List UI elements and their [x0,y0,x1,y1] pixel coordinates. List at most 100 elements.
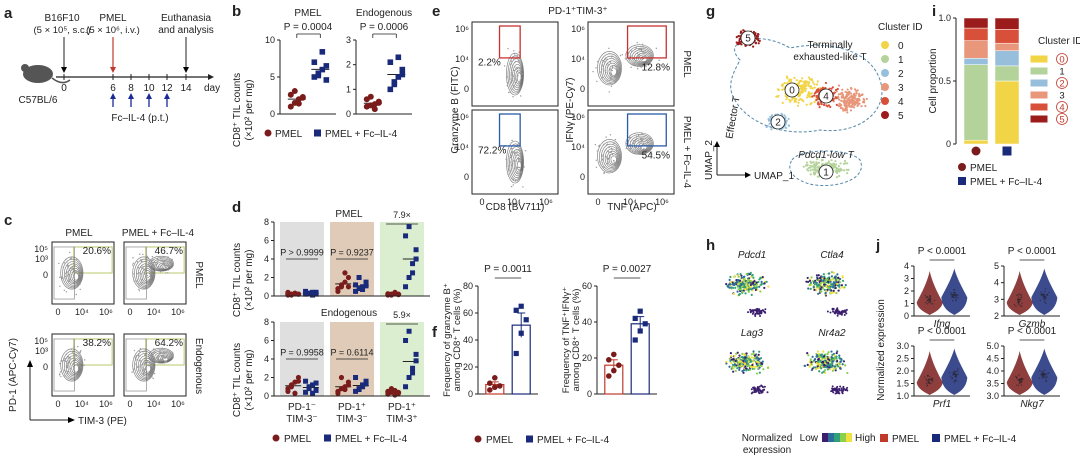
g-cell [803,87,806,90]
e-xtick: 10⁶ [655,197,669,207]
d-point [403,338,409,343]
g-cell [789,100,792,103]
g-cell [815,161,818,164]
e-contour-event [518,71,521,73]
d-point [338,374,345,381]
g-cell [811,79,814,82]
e-contour-event [614,64,616,67]
e-contour-event [598,144,601,147]
h-cell [808,284,811,287]
c-contour-event [170,262,173,265]
b-pmel-point [299,94,306,101]
g-cell [833,164,836,168]
e-contour-event [606,157,608,159]
c-contour-event [141,367,143,369]
c-contour [143,362,152,374]
h-cell [733,365,737,368]
d-yticklabel: 6 [264,336,269,346]
j-yticklabel: 3 [904,274,909,284]
h-cell [753,286,757,289]
f-point [513,307,519,313]
h-scale-low: Low [800,433,819,444]
c-contour-event [69,367,71,370]
h-cell [737,288,740,291]
e-contour-event [603,61,605,63]
g-cell [809,173,812,176]
e-contour-event [514,160,516,162]
g-cell [845,106,849,109]
c-contour-event [131,371,133,373]
e-contour-event [520,172,522,174]
g-cell [815,164,818,167]
h-cell [736,278,740,282]
c-contour-event [73,353,75,355]
f-point [487,387,493,393]
c-contour-event [148,361,150,364]
g-cell [795,97,798,101]
b-ylabel2: (×10² per mg) [244,80,255,141]
g-cell [813,83,816,86]
e-contour-event [615,65,618,68]
e-contour-event [608,154,611,157]
h-cell [752,360,755,363]
j-point [1043,369,1046,371]
e-contour-event [634,64,637,67]
e-contour-event [511,139,513,142]
c-contour-event [140,273,142,275]
panel-letter-b: b [232,3,241,20]
h-cell [811,355,814,358]
j-point [1046,293,1048,296]
g-cell [805,164,808,167]
c-contour-event [138,288,140,291]
h-scale-bar [834,433,840,442]
i-legend-label: 3 [1059,91,1064,102]
j-pvalue: P < 0.0001 [1008,326,1057,337]
d-annotation: P = 0.9237 [330,247,374,257]
e-contour-event [624,58,627,60]
e-contour-event [603,172,605,175]
e-contour-event [524,150,527,152]
b-pmel-point [287,91,294,98]
g-label-effector: Effector T [724,95,742,139]
h-cell [831,291,834,294]
e-contour-event [601,154,603,156]
pmel-label: PMEL [99,13,127,24]
h-cell [732,367,735,370]
c-contour-event [153,265,155,268]
g-cell [825,104,828,107]
e-ytick: 10⁶ [455,24,469,34]
e-percent: 72.2% [478,146,506,157]
h-cell [739,360,742,363]
c-contour-event [163,265,166,267]
d-point [353,375,359,380]
h-cell [830,356,833,359]
c-contour-event [148,265,150,267]
e-contour-event [618,71,620,73]
g-legend-swatch [881,55,889,63]
h-cell [758,278,761,281]
timeline-day-14: 14 [180,83,192,94]
h-cell [836,385,839,388]
c-contour [65,355,82,378]
e-contour-event [518,85,521,88]
h-cell [761,360,764,363]
c-contour [71,270,80,282]
g-cell [776,88,780,91]
e-contour-event [647,60,649,63]
j-yticklabel: 3 [994,294,999,304]
h-cell [817,357,820,361]
j-point [955,295,957,298]
h-gene-pdcd1: Pdcd1 [738,250,766,261]
h-cell [750,360,753,363]
g-cluster-badge [818,88,834,104]
c-contour-event [160,351,162,354]
endpoint-arrowhead [183,67,189,73]
e-contour-event [513,85,515,87]
e-contour-event [611,66,614,69]
e-contour-event [514,66,516,68]
g-cluster-badge-label: 1 [823,168,829,179]
e-contour-event [632,140,635,142]
b-endogenous-yticklabel: 1 [346,84,351,94]
j-point [925,382,928,385]
j-point [952,374,954,376]
